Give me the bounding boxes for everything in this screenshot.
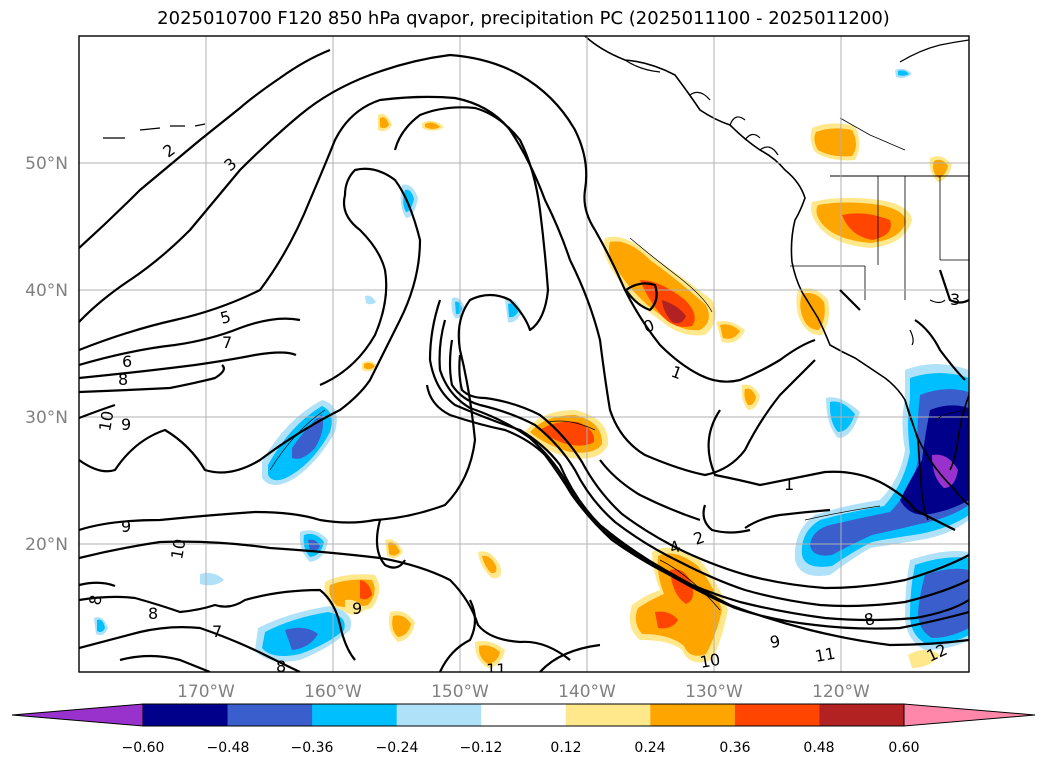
lon-label: 140°W [558,682,616,702]
lat-label: 50°N [25,154,68,174]
colorbar-tick-label: 0.60 [888,740,919,756]
contour-label: 8 [148,604,158,623]
shade-patch [842,213,891,240]
map-title: 2025010700 F120 850 hPa qvapor, precipit… [157,8,890,29]
precip-shading [94,68,969,668]
shade-patch [720,324,740,339]
contour-label: 7 [222,333,232,352]
colorbar-cell [565,704,651,726]
shade-patch [814,128,856,157]
shade-patch [403,189,414,212]
shade-patch [364,362,375,370]
shade-patch [388,542,400,556]
shade-patch [635,553,722,656]
shade-patch [380,117,389,129]
colorbar-tick-label: −0.24 [376,740,419,756]
colorbar-cells [143,704,905,726]
contour-label: 6 [122,352,132,371]
shade-outlines [269,237,966,611]
colorbar-ticks: −0.60 −0.48 −0.36 −0.24 −0.12 0.12 0.24 … [122,740,920,756]
contour-label: 1 [784,475,794,494]
contour-label: 8 [118,370,128,389]
colorbar-cell [227,704,313,726]
colorbar-arrow-low [11,703,144,727]
contour-label: 9 [121,517,131,536]
colorbar-tick-label: −0.48 [207,740,250,756]
colorbar-arrow-high [903,703,1036,727]
lon-label: 130°W [685,682,743,702]
shade-patch [744,388,756,406]
shade-patch [478,645,500,664]
contour-label: 8 [85,593,105,606]
shade-patch [97,619,105,632]
contour-label: 5 [218,307,233,328]
contour-label: 7 [212,622,222,641]
longitude-labels: 170°W 160°W 150°W 140°W 130°W 120°W [177,682,870,702]
colorbar-cell [312,704,398,726]
colorbar-tick-label: 0.36 [719,740,750,756]
lat-label: 30°N [25,408,68,428]
contour-label: 9 [121,415,131,434]
shade-patch [345,599,365,615]
lon-label: 170°W [177,682,235,702]
colorbar-tick-label: 0.48 [803,740,834,756]
shade-patch [482,555,497,574]
lat-label: 20°N [25,535,68,555]
lon-label: 160°W [304,682,362,702]
shade-patch [908,650,940,668]
colorbar-tick-label: −0.36 [291,740,334,756]
shade-patch [933,159,948,178]
contour-label: 3 [950,290,960,309]
shade-patch [292,414,324,459]
qvapor-contours [79,48,969,672]
colorbar-tick-label: −0.60 [122,740,165,756]
colorbar-tick-label: 0.24 [634,740,665,756]
colorbar-tick-label: −0.12 [460,740,503,756]
lat-label: 40°N [25,281,68,301]
colorbar-tick-label: 0.12 [550,740,581,756]
contour-label: 9 [352,599,362,618]
shade-patch [308,539,320,553]
shade-patch [425,122,440,129]
colorbar-cell [650,704,736,726]
coastlines [103,36,969,521]
shade-patch [662,300,686,324]
shade-patch [365,295,376,305]
shade-patch [285,627,318,650]
colorbar: −0.60 −0.48 −0.36 −0.24 −0.12 0.12 0.24 … [11,703,1036,756]
lon-label: 120°W [812,682,870,702]
map-frame [78,35,970,673]
shade-patch [392,615,411,637]
contour-label: 8 [862,609,877,630]
colorbar-cell [734,704,820,726]
colorbar-cell [481,704,567,726]
contour-label: 11 [486,660,506,679]
contour-label: 10 [698,650,721,672]
contour-label: 9 [768,631,781,651]
map-panel: 2 3 5 7 6 8 10 9 9 10 8 8 7 8 9 0 1 1 2 … [79,36,969,679]
shade-patch [655,611,678,629]
colorbar-cell [819,704,905,726]
shade-patch [360,580,372,600]
lon-label: 150°W [431,682,489,702]
shade-patch [898,70,909,76]
contour-label: 8 [276,657,286,676]
contour-label: 11 [813,644,836,666]
colorbar-cell [396,704,482,726]
colorbar-cell [143,704,229,726]
colorbar-frame [142,703,905,727]
latitude-labels: 50°N 40°N 30°N 20°N [25,154,68,555]
contour-label: 10 [167,537,189,560]
shade-patch [932,454,958,488]
contour-label: 10 [95,409,117,432]
